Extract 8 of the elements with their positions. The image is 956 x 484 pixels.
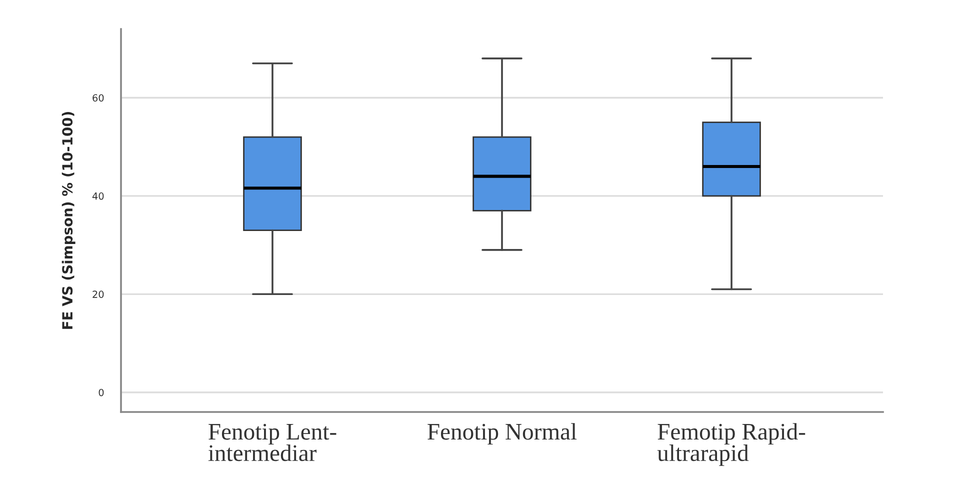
y-tick-label: 40 [92,192,104,200]
x-tick-label: Fenotip Lent- intermediar [208,424,336,462]
x-tick-label: Femotip Rapid- ultrarapid [657,423,806,466]
y-axis-title: FE VS (Simpson) % (10-100) [62,112,76,329]
y-tick-label: 20 [92,290,104,298]
x-tick-label: Fenotip Normal [428,423,577,445]
y-tick-label: 60 [92,94,104,102]
y-tick-label: 0 [98,388,104,396]
